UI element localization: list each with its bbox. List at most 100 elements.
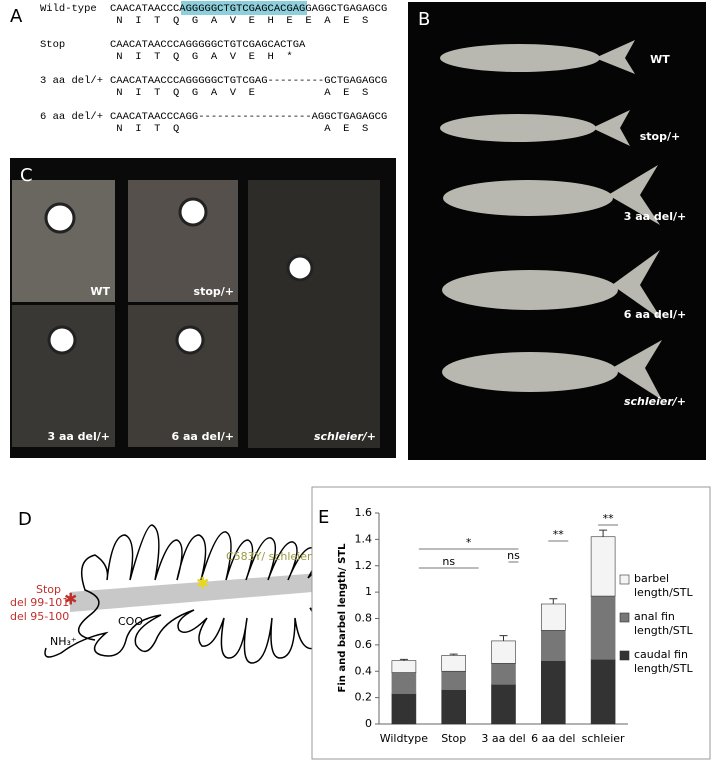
y-tick-label: 1 bbox=[365, 585, 372, 598]
sequence-part: AGGCTGAGAGCG bbox=[312, 3, 388, 15]
row-label: 6 aa del/+ bbox=[40, 111, 103, 123]
panel-letter: E bbox=[318, 507, 329, 528]
photo bbox=[128, 180, 238, 302]
genotype-label: schleier/+ bbox=[624, 395, 686, 408]
panel-letter: C bbox=[20, 165, 33, 186]
row-label: Stop bbox=[40, 39, 65, 51]
sequence: CAACATAACCCAGGGGGCTGTCGAG---------GCTGAG… bbox=[110, 75, 387, 87]
genotype-label: 3 aa del/+ bbox=[624, 210, 687, 223]
y-tick-label: 1.2 bbox=[355, 559, 373, 572]
n-term: NH₃⁺ bbox=[50, 635, 77, 648]
bar-segment bbox=[540, 603, 566, 631]
fish-tail bbox=[608, 165, 660, 225]
bar-segment bbox=[441, 655, 467, 672]
genotype-label: WT bbox=[650, 53, 670, 66]
fish-tail bbox=[592, 110, 630, 146]
panel-letter: D bbox=[18, 509, 32, 530]
genotype-label: WT bbox=[90, 285, 110, 298]
sequence-part: CAACATAACCCAGGGGGCTGTCGAG---------GCTGAG… bbox=[110, 75, 387, 87]
sequence-part: CAACATAACCCAGG------------------AGGCTGAG… bbox=[110, 111, 387, 123]
y-tick-label: 0.8 bbox=[355, 612, 373, 625]
mutation-label: C583Y/ schleier bbox=[226, 550, 312, 563]
photo bbox=[12, 180, 115, 302]
bar-segment bbox=[441, 670, 467, 691]
eyes bbox=[44, 197, 314, 355]
panel-letter: B bbox=[418, 9, 430, 30]
genotype-label: schleier/+ bbox=[314, 430, 376, 443]
bar-segment bbox=[441, 689, 467, 725]
fish-group bbox=[440, 40, 662, 400]
eye bbox=[178, 197, 208, 227]
fish bbox=[442, 352, 618, 392]
del-label: del 95-100 bbox=[10, 610, 69, 623]
y-tick-label: 0.4 bbox=[355, 664, 373, 677]
fish-tail bbox=[612, 250, 662, 320]
significance: ns bbox=[507, 549, 520, 562]
legend-swatch bbox=[619, 574, 630, 585]
fish bbox=[443, 180, 613, 216]
x-tick-label: 6 aa del bbox=[531, 732, 575, 745]
fish-tail bbox=[595, 40, 635, 74]
bar-segment bbox=[590, 595, 616, 660]
protein: N I T Q G A V E A E S bbox=[110, 87, 368, 99]
legend-label: barbel length/STL bbox=[634, 572, 693, 599]
fish bbox=[440, 44, 600, 72]
highlight bbox=[181, 1, 307, 15]
bar-segment bbox=[491, 640, 516, 664]
genotype-label: stop/+ bbox=[640, 130, 680, 143]
bar-segment bbox=[590, 659, 616, 725]
row-label: Wild-type bbox=[40, 3, 97, 15]
bar-segment bbox=[540, 660, 566, 725]
eye bbox=[286, 254, 314, 282]
sequence-part: CAACATAACCCAGGGGGCTGTCGAGCACTGA bbox=[110, 39, 306, 51]
bar-segment bbox=[391, 672, 417, 694]
eye bbox=[175, 325, 205, 355]
legend-label: caudal fin length/STL bbox=[634, 648, 693, 675]
fish bbox=[440, 114, 596, 142]
protein: N I T Q G A V E H E E A E S bbox=[110, 15, 368, 27]
legend-label: anal fin length/STL bbox=[634, 610, 693, 637]
error-bar bbox=[399, 658, 408, 661]
y-axis-title: Fin and barbel length/ STL bbox=[337, 543, 348, 693]
sequence: CAACATAACCCAGGGGGCTGTCGAGCACTGA bbox=[110, 39, 306, 51]
significance: ** bbox=[603, 512, 615, 525]
star: ✱ bbox=[64, 590, 77, 609]
sequence: CAACATAACCCAGGGGGCTGTCGAGCACGAGGAGGCTGAG… bbox=[110, 3, 387, 15]
membrane bbox=[70, 568, 385, 612]
stop-label: Stop bbox=[36, 583, 61, 596]
row-label: 3 aa del/+ bbox=[40, 75, 103, 87]
c-term: COO⁻ bbox=[118, 615, 149, 628]
bar-segment bbox=[391, 693, 417, 725]
x-tick-label: 3 aa del bbox=[481, 732, 525, 745]
error-bar bbox=[599, 529, 608, 537]
protein: N I T Q A E S bbox=[110, 123, 368, 135]
x-tick-label: Wildtype bbox=[380, 732, 429, 745]
legend-swatch bbox=[619, 612, 630, 623]
genotype-label: 6 aa del/+ bbox=[624, 308, 687, 321]
panel-letter: A bbox=[10, 6, 23, 27]
sequence-part: GGGGGCTGTCGAGCACGAGG bbox=[186, 3, 312, 15]
bar-segment bbox=[590, 536, 616, 597]
significance: * bbox=[466, 536, 472, 549]
significance: ns bbox=[442, 555, 455, 568]
bar-segment bbox=[540, 630, 566, 662]
sequence: CAACATAACCCAGG------------------AGGCTGAG… bbox=[110, 111, 387, 123]
x-tick-label: Stop bbox=[441, 732, 466, 745]
x-tick-label: schleier bbox=[582, 732, 625, 745]
photo bbox=[128, 305, 238, 447]
y-tick-label: 0.6 bbox=[355, 638, 373, 651]
eye bbox=[44, 202, 76, 234]
y-tick-label: 0 bbox=[365, 717, 372, 730]
genotype-label: stop/+ bbox=[194, 285, 234, 298]
y-tick-label: 0.2 bbox=[355, 691, 373, 704]
photo-panel bbox=[408, 2, 706, 460]
genotype-label: 6 aa del/+ bbox=[172, 430, 235, 443]
bar-segment bbox=[491, 684, 516, 725]
legend-swatch bbox=[619, 650, 630, 661]
error-bar bbox=[499, 635, 508, 641]
sequence-part: CAACATAACCCA bbox=[110, 3, 186, 15]
bar-segment bbox=[491, 663, 516, 685]
y-tick-label: 1.4 bbox=[355, 532, 373, 545]
